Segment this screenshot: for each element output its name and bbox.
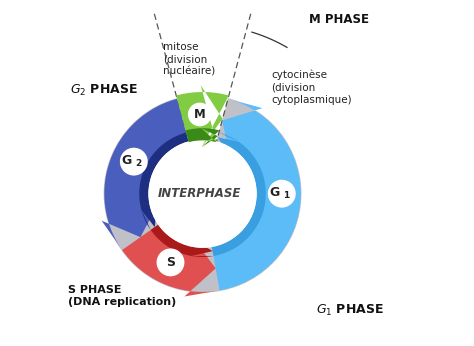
Text: INTERPHASE: INTERPHASE	[157, 187, 241, 200]
Polygon shape	[212, 99, 301, 290]
Circle shape	[104, 95, 301, 292]
Text: M PHASE: M PHASE	[310, 13, 369, 26]
Text: mitose
(division
nucléaire): mitose (division nucléaire)	[163, 42, 215, 77]
Text: cytocinèse
(division
cytoplasmique): cytocinèse (division cytoplasmique)	[272, 70, 352, 105]
Circle shape	[189, 103, 211, 126]
Circle shape	[149, 140, 256, 247]
Polygon shape	[102, 99, 189, 250]
Text: 2: 2	[135, 159, 141, 168]
Text: G: G	[270, 186, 280, 199]
Text: M: M	[194, 108, 206, 121]
Text: S PHASE
(DNA replication): S PHASE (DNA replication)	[68, 285, 176, 307]
Circle shape	[149, 140, 256, 247]
Circle shape	[269, 181, 295, 207]
Polygon shape	[151, 224, 213, 257]
Text: $G_1$ PHASE: $G_1$ PHASE	[316, 303, 384, 318]
Polygon shape	[186, 128, 219, 147]
Circle shape	[157, 249, 183, 275]
Polygon shape	[139, 133, 189, 230]
Text: $G_2$ PHASE: $G_2$ PHASE	[70, 83, 138, 98]
Polygon shape	[176, 85, 229, 147]
Circle shape	[121, 148, 147, 175]
Polygon shape	[173, 78, 232, 194]
Text: S: S	[166, 256, 175, 269]
Polygon shape	[122, 224, 219, 297]
Text: G: G	[122, 154, 132, 167]
Polygon shape	[212, 133, 266, 256]
Text: 1: 1	[283, 191, 289, 200]
